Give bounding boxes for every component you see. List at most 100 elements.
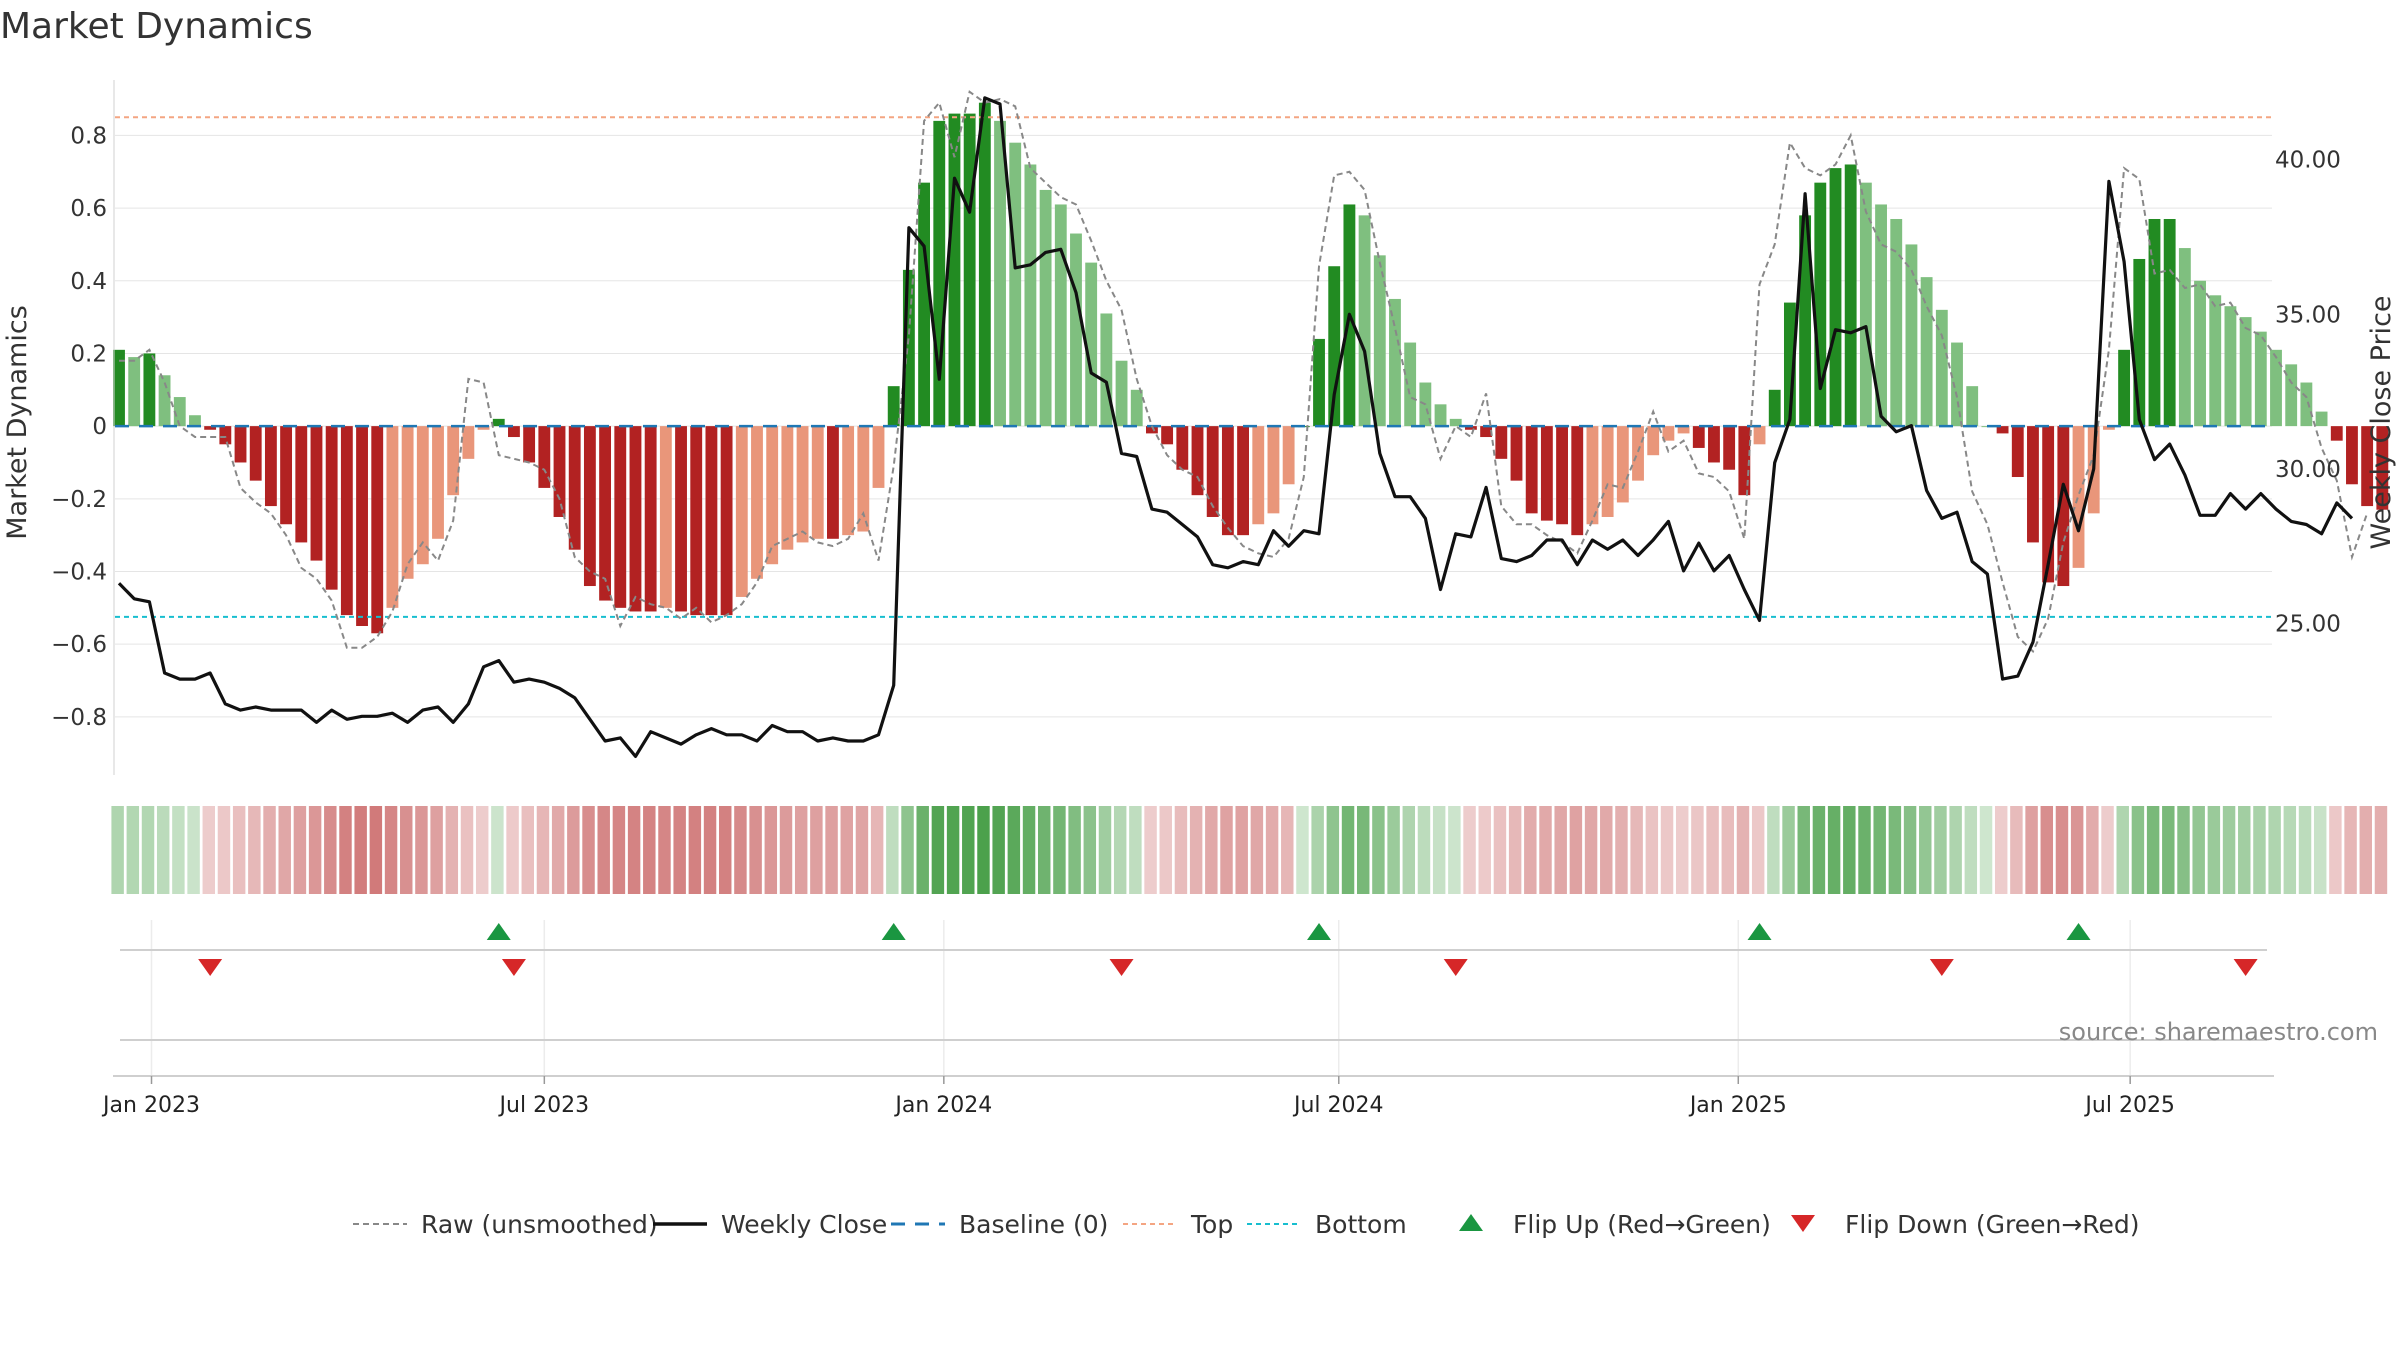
- regime-cell: [156, 806, 170, 894]
- dynamics-bar: [1540, 426, 1553, 521]
- regime-cell: [2359, 806, 2373, 894]
- regime-cell: [1281, 806, 1294, 894]
- regime-cell: [2313, 806, 2327, 894]
- regime-cell: [1205, 806, 1218, 894]
- flip-down-marker: [198, 959, 223, 976]
- dynamics-bar: [1221, 426, 1234, 536]
- regime-cell: [840, 806, 853, 894]
- y-tick-label: 0: [92, 414, 107, 440]
- dynamics-bar: [614, 426, 627, 608]
- dynamics-bar: [1464, 426, 1477, 430]
- regime-cell: [673, 806, 686, 894]
- regime-cell: [703, 806, 717, 894]
- regime-cell: [1615, 806, 1628, 894]
- dynamics-bar: [2330, 426, 2343, 441]
- dynamics-bar: [1632, 426, 1644, 481]
- x-tick-label: Jan 2025: [1688, 1093, 1787, 1118]
- regime-cell: [2055, 806, 2069, 894]
- regime-cell: [658, 806, 671, 894]
- dynamics-bar: [827, 426, 839, 539]
- legend-item-flip_down: Flip Down (Green→Red): [1791, 1210, 2140, 1239]
- dynamics-bar: [2361, 426, 2374, 507]
- regime-cell: [460, 806, 474, 894]
- regime-cell: [1675, 806, 1689, 894]
- dynamics-bar: [295, 426, 308, 543]
- dynamics-bar: [1480, 426, 1493, 438]
- dynamics-bar: [1373, 255, 1386, 427]
- legend-label: Baseline (0): [959, 1210, 1108, 1239]
- regime-cell: [1053, 806, 1066, 894]
- regime-cell: [1630, 806, 1643, 894]
- dynamics-bar: [857, 426, 870, 532]
- regime-cell: [597, 806, 610, 894]
- regime-cell: [2131, 806, 2145, 894]
- regime-cell: [946, 806, 960, 894]
- regime-cell: [931, 806, 945, 894]
- reference-lines: [115, 116, 2272, 618]
- chart-title: Market Dynamics: [0, 6, 313, 47]
- regime-cell: [1144, 806, 1157, 894]
- dynamics-bar: [2042, 426, 2055, 583]
- dynamics-bar: [842, 426, 855, 536]
- dynamics-bar: [219, 426, 232, 445]
- regime-cell: [1220, 806, 1233, 894]
- dynamics-bar: [1935, 309, 1948, 427]
- dynamics-bar: [872, 426, 885, 488]
- dynamics-bar: [583, 426, 596, 587]
- regime-cell: [1068, 806, 1081, 894]
- regime-cell: [263, 806, 276, 894]
- dynamics-bar: [477, 426, 490, 430]
- legend-item-flip_up: Flip Up (Red→Green): [1459, 1210, 1771, 1239]
- dynamics-bar: [204, 426, 217, 430]
- dynamics-bar: [1449, 418, 1462, 427]
- regime-cell: [1341, 806, 1355, 894]
- dynamics-bar: [1708, 426, 1720, 463]
- flip-down-marker: [1109, 959, 1134, 976]
- regime-cell: [1189, 806, 1203, 894]
- dynamics-bar: [1829, 168, 1842, 427]
- dynamics-bar: [2194, 280, 2206, 427]
- regime-cell: [172, 806, 185, 894]
- regime-cell: [1402, 806, 1416, 894]
- dynamics-bar: [128, 357, 141, 427]
- dynamics-bar: [675, 426, 687, 612]
- dynamics-bar: [1146, 426, 1158, 434]
- dynamics-bar: [1495, 426, 1508, 459]
- regime-cell: [324, 806, 337, 894]
- regime-cell: [719, 806, 732, 894]
- dynamics-bar: [2057, 426, 2070, 587]
- legend-item-top: Top: [1123, 1210, 1233, 1239]
- regime-cell: [1645, 806, 1659, 894]
- regime-cell: [1083, 806, 1097, 894]
- dynamics-bar: [811, 426, 824, 539]
- regime-cell: [2101, 806, 2114, 894]
- x-tick-label: Jul 2023: [498, 1093, 590, 1118]
- dynamics-bars: [113, 102, 2389, 634]
- regime-cell: [1812, 806, 1826, 894]
- regime-cell: [1873, 806, 1886, 894]
- regime-cell: [1159, 806, 1172, 894]
- dynamics-bar: [1586, 426, 1599, 525]
- dynamics-bar: [432, 426, 444, 539]
- dynamics-bar: [264, 426, 277, 507]
- regime-cell: [1782, 806, 1795, 894]
- dynamics-bar: [751, 426, 763, 579]
- dynamics-bar: [1783, 302, 1796, 427]
- regime-cell: [977, 806, 990, 894]
- legend-label: Top: [1190, 1210, 1233, 1239]
- regime-cell: [749, 806, 762, 894]
- regime-cell: [308, 806, 322, 894]
- dynamics-bar: [1859, 182, 1872, 427]
- dynamics-bar: [310, 426, 323, 561]
- dynamics-bar: [2300, 382, 2313, 427]
- regime-cell: [2329, 806, 2342, 894]
- legend-label: Bottom: [1315, 1210, 1407, 1239]
- source-annotation: source: sharemaestro.com: [2059, 1018, 2378, 1046]
- grid-layer: [115, 134, 2272, 718]
- regime-cell: [567, 806, 580, 894]
- dynamics-bar: [1328, 266, 1341, 427]
- regime-cell: [1493, 806, 1507, 894]
- dynamics-bar: [781, 426, 794, 550]
- regime-cell: [293, 806, 307, 894]
- dynamics-bar: [2118, 349, 2131, 427]
